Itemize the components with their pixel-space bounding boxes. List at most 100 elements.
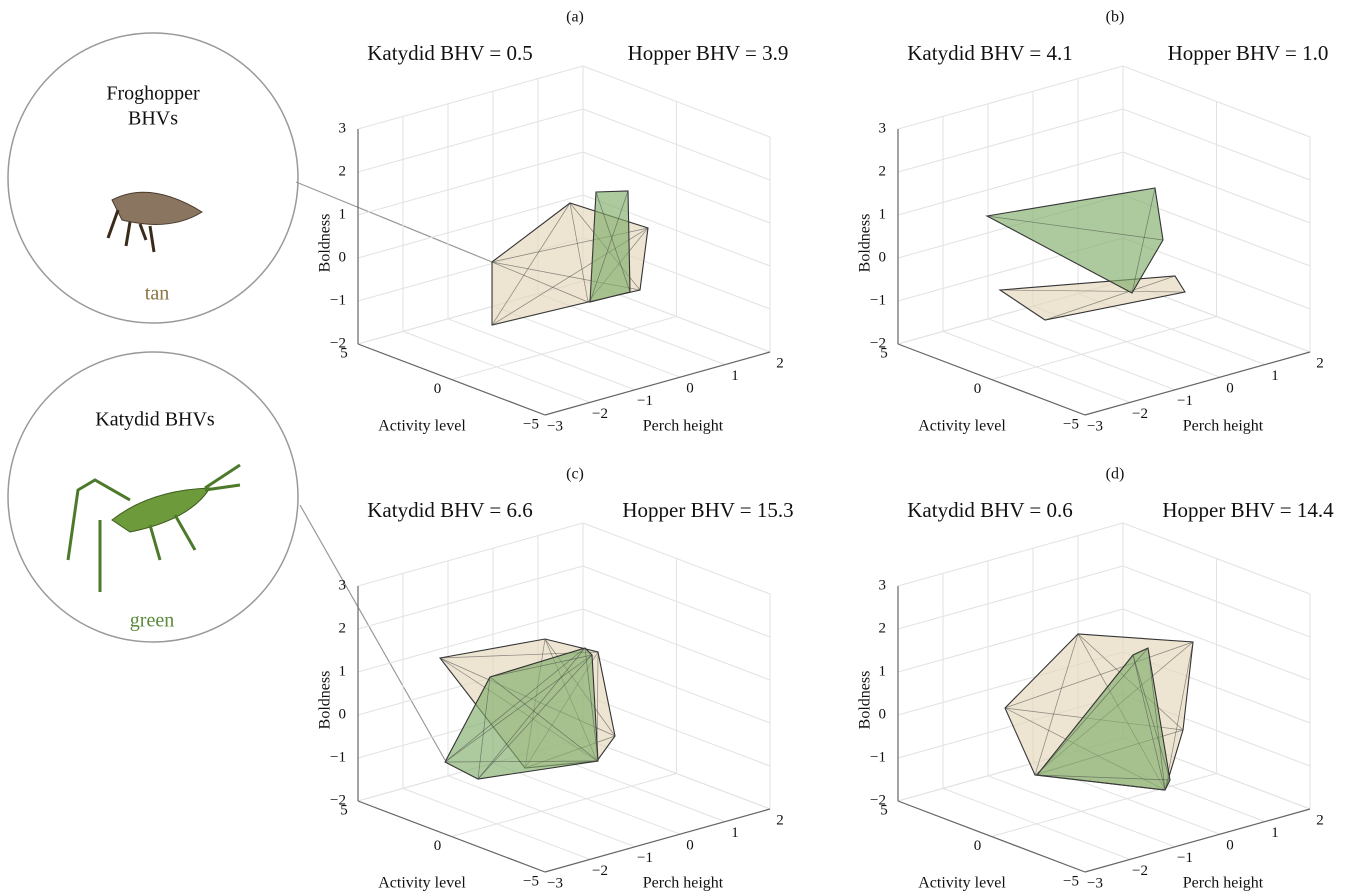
katydid-bhv: Katydid BHV = 0.6	[907, 498, 1072, 522]
z-tick-label: 2	[879, 163, 887, 179]
y-axis-label: Perch height	[1183, 875, 1264, 892]
x-tick-label: −5	[1063, 873, 1079, 889]
z-tick-label: 0	[339, 249, 347, 265]
hopper-bhv: Hopper BHV = 3.9	[628, 41, 789, 65]
y-tick-label: 1	[1271, 825, 1279, 841]
panels: (a) Katydid BHV = 0.5 Hopper BHV = 3.9 −2 −1…	[317, 9, 1334, 892]
z-tick-label: 1	[879, 206, 887, 222]
y-tick-label: −1	[637, 850, 653, 866]
panel-label: (b)	[1106, 9, 1125, 26]
y-tick-label: 2	[1316, 812, 1324, 828]
grid-line	[992, 317, 1217, 380]
y-tick-label: −1	[637, 393, 653, 409]
x-tick-label: 0	[974, 381, 982, 397]
y-tick-label: 0	[686, 838, 694, 854]
grid-line	[898, 523, 1123, 586]
y-axis-label: Perch height	[643, 418, 724, 435]
y-axis-label: Perch height	[643, 875, 724, 892]
grid-line	[448, 319, 635, 390]
panel: (b) Katydid BHV = 4.1 Hopper BHV = 1.0 −2 −1…	[857, 9, 1329, 435]
axis-line	[358, 801, 545, 872]
grid-line	[943, 331, 1130, 402]
z-tick-label: 1	[339, 663, 347, 679]
grid-line	[358, 152, 583, 215]
x-tick-label: 5	[880, 802, 888, 818]
inset-title: BHVs	[128, 108, 178, 130]
grid-line	[943, 788, 1130, 859]
grid-line	[898, 566, 1123, 629]
x-tick-label: 5	[340, 345, 348, 361]
grid-line	[358, 109, 583, 172]
x-tick-label: −5	[1063, 416, 1079, 432]
grid-line	[403, 788, 590, 859]
grid-line	[358, 566, 583, 629]
x-axis-label: Activity level	[378, 418, 466, 435]
figure: Froghopper BHVs tan Katydid BHVs green (…	[0, 0, 1354, 893]
legend-froghopper: Froghopper BHVs tan	[8, 33, 492, 323]
panel: (c)Katydid BHV = 6.6Hopper BHV = 15.3−2−…	[317, 466, 794, 892]
z-tick-label: −1	[330, 292, 346, 308]
hopper-bhv: Hopper BHV = 15.3	[622, 498, 793, 522]
x-tick-label: 0	[434, 838, 442, 854]
panel-label: (d)	[1106, 466, 1125, 483]
z-tick-label: −1	[870, 749, 886, 765]
z-tick-label: 2	[339, 620, 347, 636]
x-tick-label: −5	[523, 416, 539, 432]
z-tick-label: 3	[879, 120, 887, 136]
axis-line	[358, 344, 545, 415]
x-tick-label: 5	[340, 802, 348, 818]
z-tick-label: 2	[339, 163, 347, 179]
y-tick-label: 1	[731, 368, 739, 384]
grid-line	[493, 763, 680, 834]
panel-label: (a)	[566, 9, 584, 26]
grid-line	[898, 66, 1123, 129]
grid-line	[448, 776, 635, 847]
y-tick-label: −2	[1132, 406, 1148, 422]
y-tick-label: −1	[1177, 850, 1193, 866]
y-axis-label: Perch height	[1183, 418, 1264, 435]
grid-line	[358, 66, 583, 129]
y-tick-label: 2	[776, 355, 784, 371]
inset-color: green	[130, 610, 174, 632]
grid-line	[452, 774, 677, 837]
katydid-bhv: Katydid BHV = 4.1	[907, 41, 1072, 65]
grid-line	[452, 317, 677, 380]
z-tick-label: 1	[879, 663, 887, 679]
z-tick-label: 3	[339, 577, 347, 593]
axis-line	[898, 801, 1085, 872]
z-tick-label: 3	[879, 577, 887, 593]
y-tick-label: 2	[1316, 355, 1324, 371]
x-tick-label: −5	[523, 873, 539, 889]
grid-line	[898, 109, 1123, 172]
hopper-bhv: Hopper BHV = 1.0	[1168, 41, 1329, 65]
z-tick-label: −1	[870, 292, 886, 308]
z-axis-label: Boldness	[857, 214, 874, 273]
z-axis-label: Boldness	[317, 671, 334, 730]
y-tick-label: −3	[1087, 418, 1103, 434]
katydid-bhv: Katydid BHV = 6.6	[367, 498, 532, 522]
green-hull	[987, 188, 1163, 293]
x-tick-label: 5	[880, 345, 888, 361]
z-tick-label: 3	[339, 120, 347, 136]
grid-line	[358, 523, 583, 586]
y-tick-label: 2	[776, 812, 784, 828]
y-tick-label: −2	[592, 406, 608, 422]
x-tick-label: 0	[974, 838, 982, 854]
katydid-bhv: Katydid BHV = 0.5	[367, 41, 532, 65]
y-tick-label: −1	[1177, 393, 1193, 409]
y-tick-label: 0	[1226, 381, 1234, 397]
grid-line	[403, 331, 590, 402]
inset-color: tan	[145, 283, 169, 305]
y-tick-label: 1	[731, 825, 739, 841]
z-axis-label: Boldness	[857, 671, 874, 730]
axis-line	[898, 344, 1085, 415]
inset-title: Katydid BHVs	[95, 409, 215, 431]
x-axis-label: Activity level	[918, 418, 1006, 435]
x-axis-label: Activity level	[378, 875, 466, 892]
hopper-bhv: Hopper BHV = 14.4	[1162, 498, 1334, 522]
panel-label: (c)	[566, 466, 584, 483]
grid-line	[988, 319, 1175, 390]
z-tick-label: 2	[879, 620, 887, 636]
panel: (a) Katydid BHV = 0.5 Hopper BHV = 3.9 −2 −1…	[317, 9, 789, 435]
